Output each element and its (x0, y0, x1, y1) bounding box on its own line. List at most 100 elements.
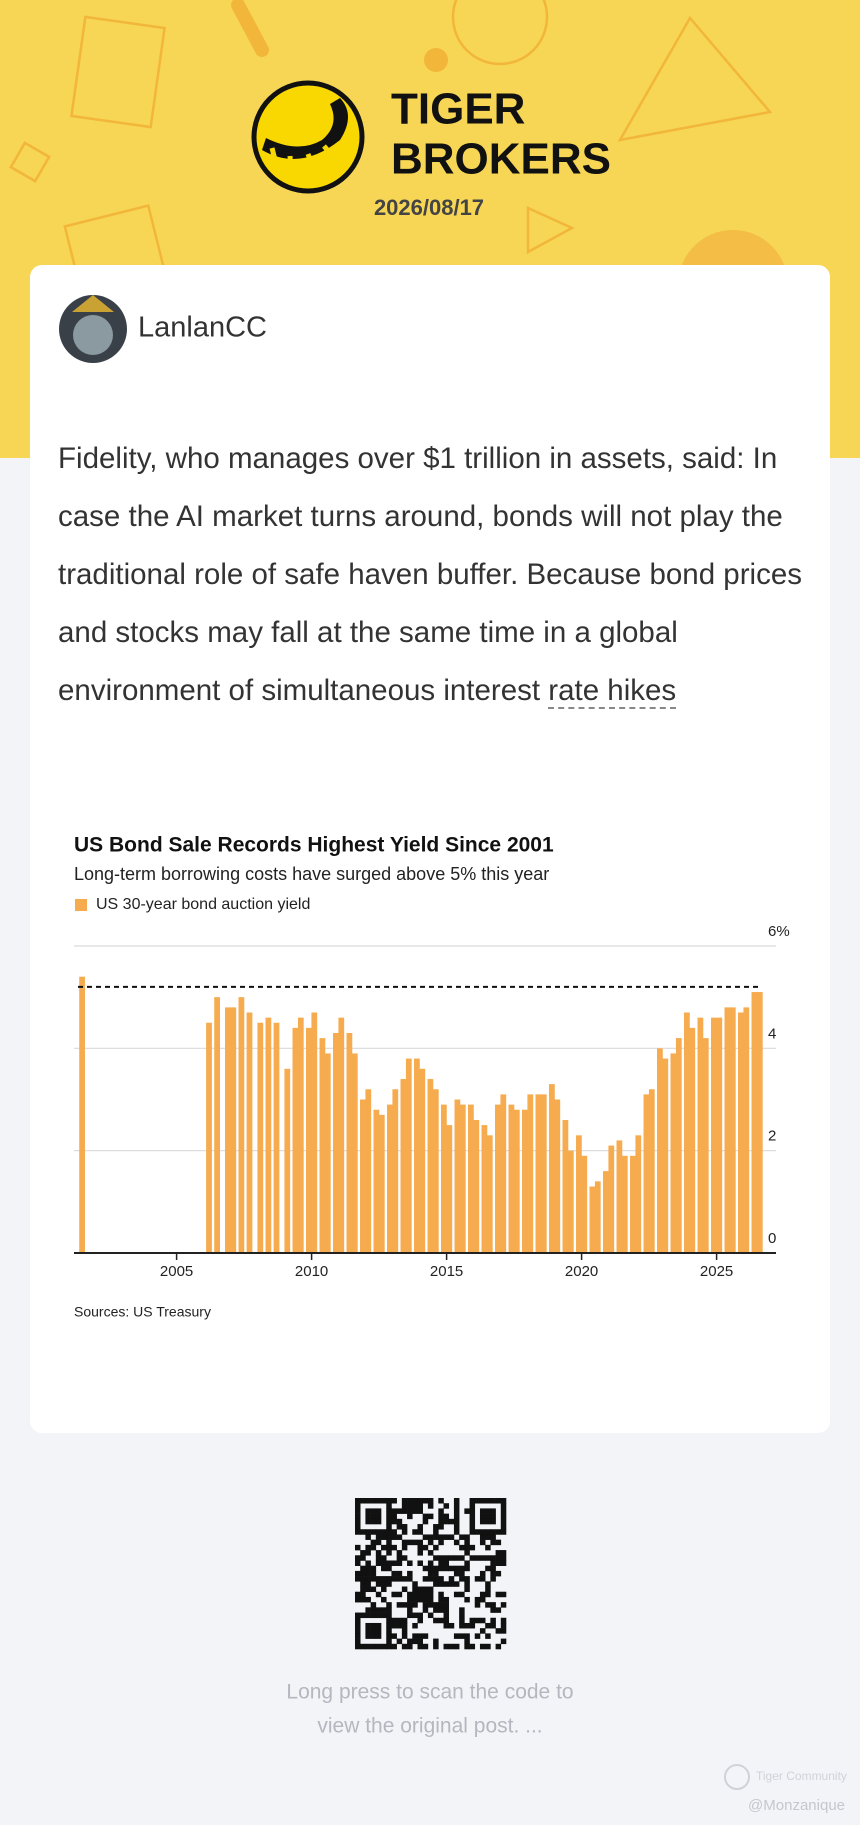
qr-module (375, 1612, 382, 1619)
qr-code (355, 1498, 507, 1650)
qr-module (459, 1570, 465, 1577)
qr-module (370, 1628, 377, 1634)
qr-module (453, 1555, 460, 1561)
qr-module (427, 1513, 434, 1520)
qr-module (438, 1555, 444, 1561)
qr-module (438, 1518, 444, 1525)
qr-module (355, 1560, 361, 1566)
qr-module (360, 1555, 366, 1561)
qr-module (365, 1565, 371, 1572)
qr-module (417, 1503, 423, 1509)
qr-module (386, 1539, 392, 1546)
qr-module (381, 1612, 387, 1619)
qr-module (427, 1565, 434, 1572)
qr-module (479, 1539, 486, 1546)
qr-module (433, 1524, 439, 1530)
qr-module (485, 1581, 491, 1587)
qr-module (386, 1560, 392, 1566)
qr-module (375, 1555, 382, 1561)
qr-module (433, 1534, 439, 1540)
qr-module (479, 1555, 486, 1561)
qr-module (443, 1596, 450, 1603)
qr-module (459, 1617, 465, 1624)
qr-module (381, 1555, 387, 1561)
qr-module (479, 1596, 486, 1603)
qr-module (485, 1643, 491, 1650)
qr-module (453, 1508, 460, 1514)
post-link[interactable]: rate hikes (548, 674, 677, 709)
qr-module (490, 1534, 496, 1540)
qr-module (407, 1612, 413, 1619)
qr-module (490, 1576, 496, 1582)
qr-module (438, 1513, 444, 1520)
qr-module (391, 1508, 397, 1514)
qr-module (401, 1544, 408, 1551)
qr-module (386, 1534, 392, 1540)
qr-module (375, 1591, 382, 1598)
qr-module (401, 1576, 408, 1582)
qr-module (370, 1570, 377, 1577)
qr-module (485, 1602, 491, 1608)
qr-module (407, 1638, 413, 1645)
qr-module (443, 1565, 450, 1572)
qr-module (500, 1622, 507, 1629)
qr-module (438, 1607, 444, 1613)
qr-module (443, 1607, 450, 1613)
qr-module (459, 1633, 465, 1639)
qr-module (396, 1591, 403, 1598)
qr-module (365, 1534, 371, 1540)
qr-module (412, 1591, 418, 1598)
qr-module (391, 1544, 397, 1551)
qr-module (427, 1503, 434, 1509)
qr-module (407, 1607, 413, 1613)
qr-module (381, 1643, 387, 1650)
qr-module (417, 1539, 423, 1546)
qr-module (407, 1498, 413, 1504)
qr-module (438, 1534, 444, 1540)
qr-module (401, 1498, 408, 1504)
qr-module (469, 1529, 476, 1535)
qr-module (396, 1555, 403, 1561)
qr-module (360, 1643, 366, 1650)
qr-module (495, 1560, 502, 1566)
qr-module (448, 1534, 455, 1540)
qr-module (427, 1560, 434, 1566)
qr-module (469, 1513, 476, 1520)
qr-module (438, 1560, 444, 1566)
qr-module (485, 1498, 491, 1504)
qr-module (469, 1622, 476, 1629)
qr-module (386, 1550, 392, 1556)
qr-module (386, 1638, 392, 1645)
qr-module (370, 1529, 377, 1535)
qr-module (422, 1602, 429, 1608)
qr-module (453, 1643, 460, 1650)
brand: TIGER (391, 85, 525, 134)
qr-module (433, 1643, 439, 1650)
qr-module (396, 1622, 403, 1629)
qr-module (407, 1570, 413, 1577)
qr-module (370, 1565, 377, 1572)
qr-module (365, 1612, 371, 1619)
qr-module (443, 1612, 450, 1619)
qr-module (479, 1628, 486, 1634)
qr-module (370, 1602, 377, 1608)
qr-module (360, 1570, 366, 1577)
qr-module (360, 1576, 366, 1582)
qr-module (407, 1503, 413, 1509)
qr-module (417, 1550, 423, 1556)
qr-module (443, 1617, 450, 1624)
qr-module (412, 1602, 418, 1608)
qr-module (438, 1498, 444, 1504)
qr-module (417, 1591, 423, 1598)
qr-module (417, 1586, 423, 1593)
qr-module (422, 1633, 429, 1639)
qr-module (365, 1622, 371, 1629)
qr-module (375, 1643, 382, 1650)
qr-module (386, 1508, 392, 1514)
qr-module (490, 1565, 496, 1572)
qr-module (401, 1633, 408, 1639)
qr-module (391, 1570, 397, 1577)
qr-module (386, 1612, 392, 1619)
brand: BROKERS (391, 135, 611, 184)
